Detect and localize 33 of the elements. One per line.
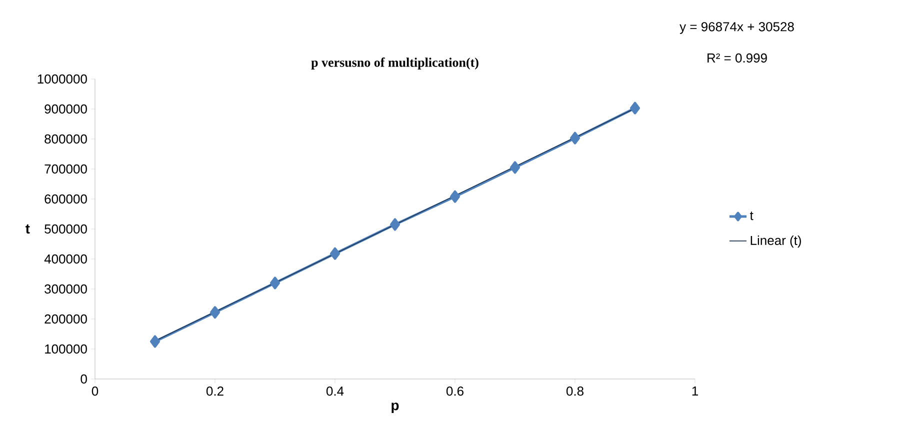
point — [630, 102, 640, 114]
y-tick-label: 900000 — [44, 104, 87, 114]
point — [510, 161, 520, 174]
x-tick-label: 0.4 — [326, 386, 344, 396]
point — [330, 247, 340, 260]
chart-title: p versusno of multiplication(t) — [311, 58, 478, 70]
x-tick-label: 0 — [92, 386, 98, 396]
legend-label: t — [750, 212, 754, 220]
x-tick-label: 0.2 — [206, 386, 224, 396]
y-tick-label: 400000 — [44, 254, 87, 264]
y-tick-label: 700000 — [44, 164, 87, 174]
point — [150, 335, 160, 348]
x-axis-title: p — [392, 402, 399, 414]
point — [450, 190, 460, 203]
y-tick-label: 500000 — [44, 224, 87, 234]
x-tick-label: 1 — [692, 386, 698, 396]
point — [210, 306, 220, 319]
point — [270, 276, 280, 290]
y-tick-label: 600000 — [44, 194, 87, 204]
y-tick-label: 300000 — [44, 284, 87, 294]
point — [390, 218, 400, 231]
y-tick-label: 100000 — [45, 344, 87, 354]
y-tick-label: 800000 — [44, 134, 87, 144]
y-tick-label: 200000 — [44, 314, 87, 324]
y-axis-title: t — [26, 224, 30, 234]
text: y = 96874x + 30528 — [680, 22, 794, 34]
y-tick-label: 0 — [80, 374, 87, 384]
y-tick-label: 1000000 — [38, 74, 87, 84]
x-tick-label: 0.6 — [446, 386, 464, 396]
x-tick-label: 0.8 — [566, 386, 584, 396]
legend-label: Linear (t) — [750, 235, 801, 248]
point — [570, 132, 580, 144]
text: R² = 0.999 — [708, 53, 767, 63]
